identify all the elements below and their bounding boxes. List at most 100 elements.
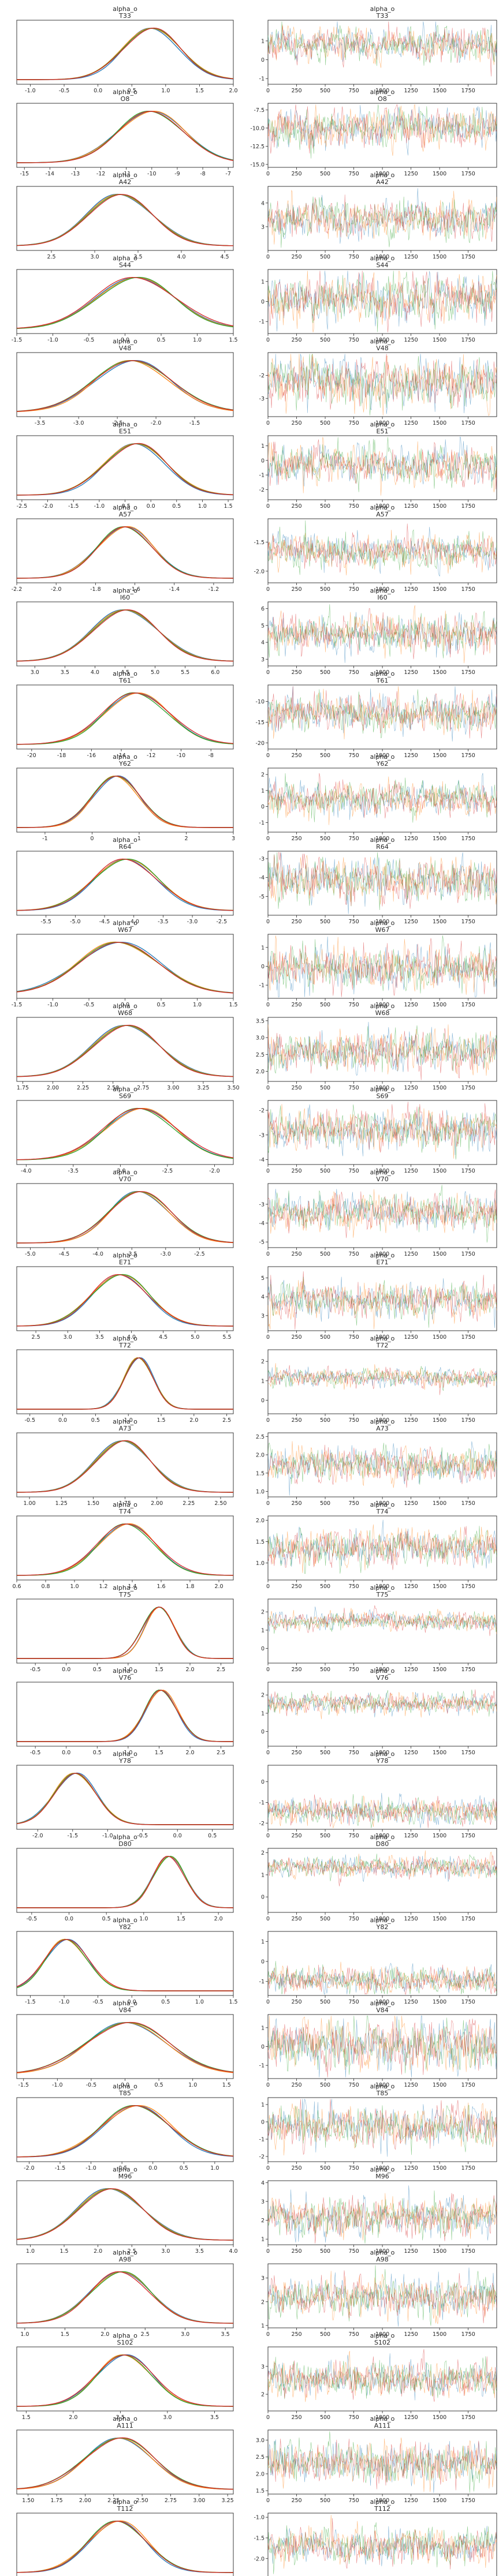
trace-xtick-label: 0 — [266, 1916, 270, 1922]
trace-xtick-label: 1000 — [375, 1417, 389, 1424]
density-xtick-label: -3.5 — [35, 420, 46, 426]
density-xtick-label: -16 — [87, 752, 96, 759]
trace-title-variable: alpha_o — [370, 753, 395, 761]
trace-line — [267, 271, 497, 332]
trace-xtick-label: 750 — [349, 1999, 359, 2005]
trace-line — [267, 1444, 497, 1488]
density-title-variable: alpha_o — [113, 504, 137, 511]
trace-line — [267, 1850, 497, 1880]
density-frame — [16, 186, 234, 251]
trace-xtick-label: 750 — [349, 337, 359, 343]
density-line — [17, 526, 233, 579]
trace-line — [267, 2193, 497, 2244]
density-frame — [16, 1515, 234, 1581]
trace-title-variable: alpha_o — [370, 836, 395, 844]
trace-xtick-label: 1250 — [404, 1583, 418, 1590]
density-line — [17, 28, 234, 80]
density-title-label: V48 — [119, 345, 132, 352]
trace-xtick-label: 250 — [291, 2331, 301, 2338]
trace-xtick-label: 1000 — [375, 586, 389, 593]
trace-ytick-label: 2 — [261, 1850, 265, 1856]
density-xtick-label: 1.0 — [210, 2165, 219, 2171]
density-xtick-label: -0.5 — [24, 1417, 35, 1424]
density-line — [17, 1440, 234, 1493]
trace-ytick-label: -1 — [259, 319, 265, 325]
density-frame — [16, 2429, 234, 2495]
trace-line — [267, 437, 497, 496]
trace-xtick-label: 750 — [349, 1916, 359, 1922]
trace-ytick-label: 2.5 — [256, 1434, 265, 1440]
trace-xtick-label: 1500 — [433, 337, 446, 343]
trace-line — [267, 2431, 497, 2493]
density-line — [17, 2271, 233, 2324]
trace-ytick-label: -15.0 — [250, 162, 265, 168]
density-xtick-label: 1.0 — [139, 1916, 148, 1922]
trace-xtick-label: 250 — [291, 254, 301, 260]
density-xtick-label: -5.5 — [40, 919, 51, 925]
trace-xtick-label: 1750 — [461, 1168, 475, 1174]
density-line — [16, 858, 234, 911]
density-line — [17, 1689, 233, 1742]
density-xtick-label: 1.2 — [99, 1583, 107, 1590]
trace-ytick-label: -1 — [259, 2137, 265, 2143]
density-xtick-label: -14 — [117, 752, 126, 759]
density-xtick-label: -1.4 — [169, 586, 180, 593]
density-title-variable: alpha_o — [113, 88, 137, 96]
trace-title-variable: alpha_o — [370, 2249, 395, 2256]
density-xtick-label: 1.0 — [124, 1667, 132, 1673]
trace-xtick-label: 0 — [266, 1334, 270, 1341]
trace-title-variable: alpha_o — [370, 1418, 395, 1425]
trace-xtick-label: 0 — [266, 503, 270, 510]
trace-xtick-label: 250 — [291, 337, 301, 343]
density-title-label: S44 — [119, 261, 131, 269]
density-line — [17, 1274, 233, 1327]
trace-ytick-label: 4 — [261, 200, 265, 207]
density-title-variable: alpha_o — [113, 1335, 137, 1342]
density-xtick-label: -4.0 — [128, 919, 139, 925]
trace-line — [267, 852, 497, 911]
trace-line — [267, 1961, 497, 1994]
trace-xtick-label: 1750 — [461, 1417, 475, 1424]
trace-xtick-label: 750 — [349, 1500, 359, 1507]
trace-xtick-label: 1500 — [433, 1667, 446, 1673]
density-line — [16, 2438, 234, 2490]
trace-xtick-label: 250 — [291, 1334, 301, 1341]
trace-ytick-label: 1 — [261, 1872, 265, 1878]
density-xtick-label: 1.6 — [157, 1583, 165, 1590]
trace-ytick-label: 1 — [261, 279, 265, 285]
density-xtick-label: 1.5 — [222, 2082, 231, 2088]
trace-line — [267, 1276, 497, 1328]
density-line — [17, 1855, 233, 1908]
trace-ytick-label: 0 — [261, 1894, 265, 1901]
density-xtick-label: 2.0 — [69, 2414, 77, 2421]
density-line — [17, 1357, 233, 1410]
trace-frame — [267, 1598, 497, 1664]
trace-xtick-label: 1500 — [433, 586, 446, 593]
trace-xtick-label: 1500 — [433, 2414, 446, 2421]
trace-xtick-label: 500 — [320, 1667, 330, 1673]
panel-row: alpha_oO8-15 -14 -13 -12 -11 -10 -9 -8 -7alpha_o… — [16, 88, 497, 177]
trace-xtick-label: 750 — [349, 254, 359, 260]
density-xtick-label: 2.50 — [214, 1500, 226, 1507]
trace-line — [267, 2522, 497, 2574]
trace-ytick-label: -2.0 — [254, 568, 265, 575]
density-xtick-label: 2.5 — [47, 254, 55, 260]
density-line — [17, 1357, 233, 1410]
trace-xtick-label: 1000 — [375, 1833, 389, 1839]
density-frame — [16, 1765, 234, 1830]
density-line — [16, 1939, 233, 1991]
trace-xtick-label: 1500 — [433, 1750, 446, 1756]
density-xtick-label: 2.0 — [185, 1750, 194, 1756]
trace-xtick-label: 1000 — [375, 88, 389, 94]
